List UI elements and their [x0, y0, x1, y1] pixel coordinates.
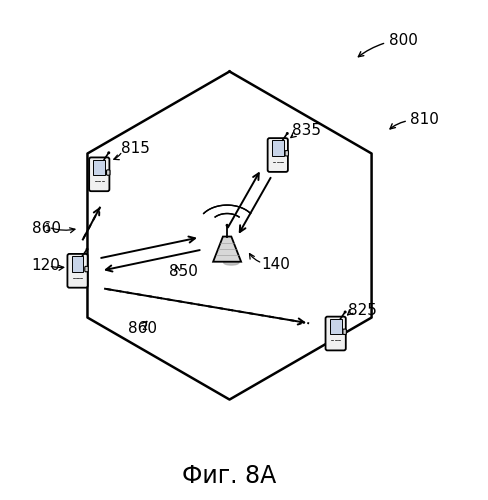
FancyBboxPatch shape [106, 170, 110, 175]
Text: 815: 815 [121, 141, 150, 156]
Circle shape [226, 224, 228, 226]
FancyBboxPatch shape [272, 140, 284, 156]
Text: 1: 1 [45, 222, 51, 232]
FancyBboxPatch shape [93, 160, 105, 175]
Circle shape [86, 248, 88, 250]
Text: 860: 860 [32, 221, 61, 236]
Text: 835: 835 [292, 123, 321, 138]
Text: 850: 850 [169, 264, 198, 279]
FancyBboxPatch shape [330, 319, 342, 334]
FancyBboxPatch shape [343, 329, 346, 334]
Text: 120: 120 [32, 258, 61, 273]
Polygon shape [213, 236, 241, 262]
Text: 140: 140 [261, 257, 290, 272]
Text: 825: 825 [348, 303, 377, 318]
FancyBboxPatch shape [85, 266, 88, 272]
FancyBboxPatch shape [67, 254, 88, 288]
Text: 2: 2 [142, 322, 148, 332]
Text: Фиг. 8A: Фиг. 8A [183, 464, 277, 488]
FancyBboxPatch shape [325, 316, 346, 350]
FancyBboxPatch shape [89, 158, 109, 191]
FancyBboxPatch shape [267, 138, 288, 172]
Text: 810: 810 [410, 112, 439, 127]
FancyBboxPatch shape [72, 256, 83, 272]
FancyBboxPatch shape [285, 150, 288, 156]
Ellipse shape [224, 260, 239, 265]
Text: 860: 860 [128, 320, 157, 336]
Circle shape [345, 311, 346, 312]
Circle shape [286, 132, 288, 134]
Circle shape [108, 152, 109, 154]
Text: 800: 800 [389, 32, 418, 48]
